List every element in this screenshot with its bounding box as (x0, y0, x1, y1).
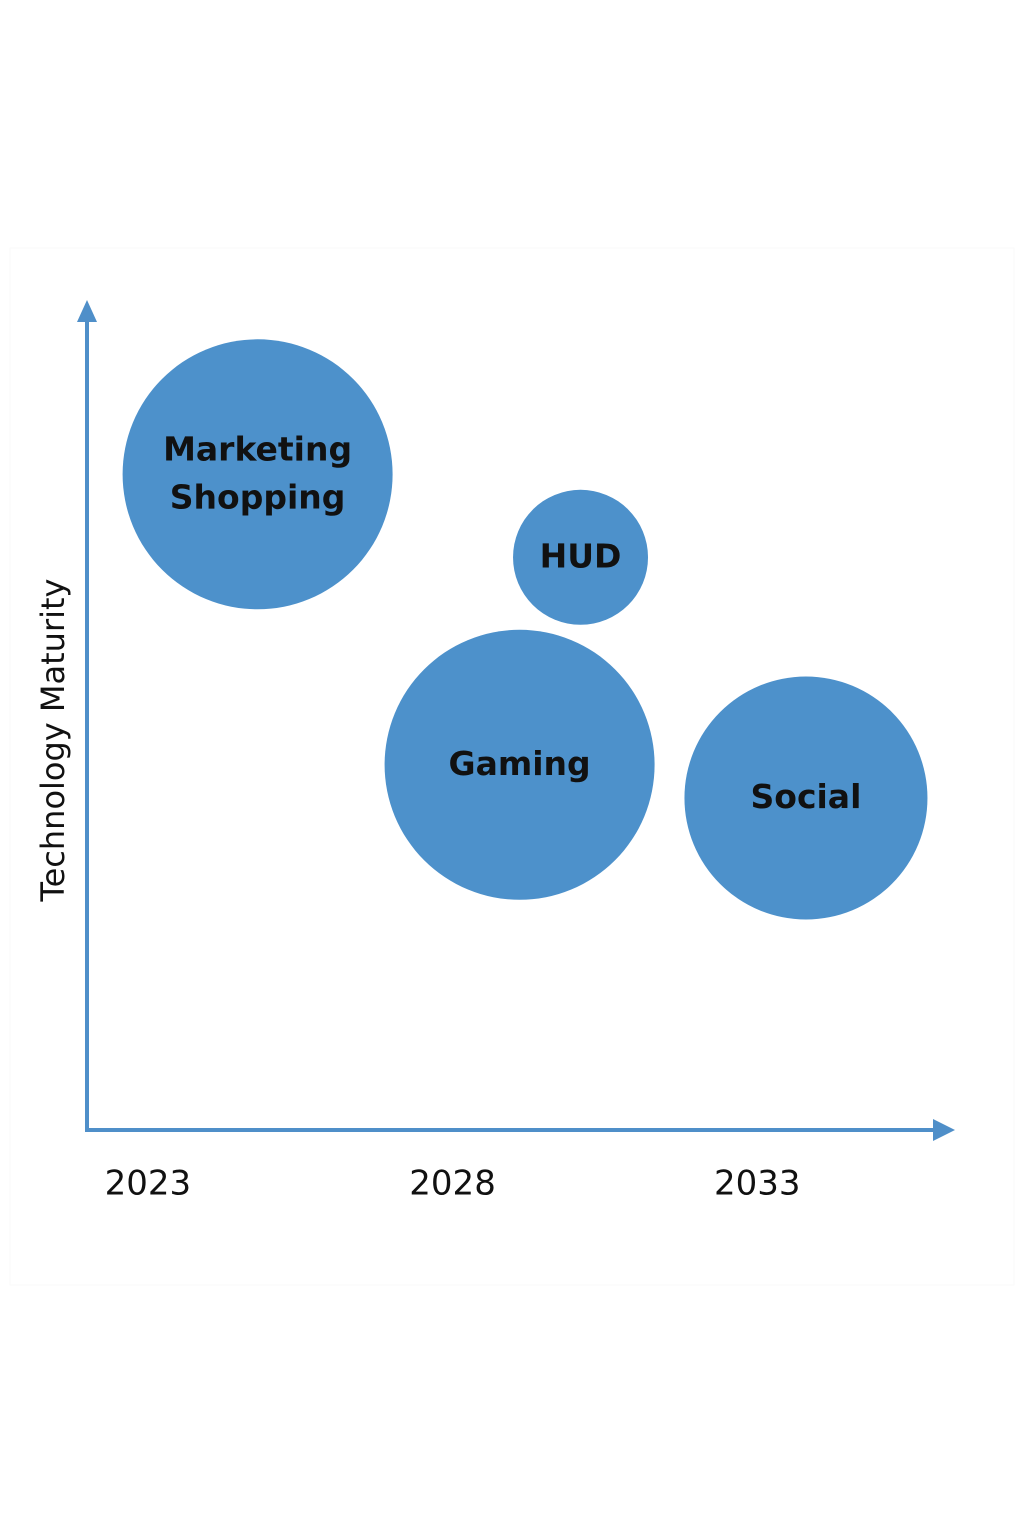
x-tick-label: 2033 (714, 1164, 801, 1204)
bubble-label-line: HUD (540, 536, 622, 575)
bubble (122, 339, 393, 610)
bubble-label: Marketing Shopping (163, 429, 352, 516)
bubble-label: Social (751, 777, 862, 816)
bubble-label-line: Social (751, 777, 862, 816)
bubble (513, 489, 649, 625)
bubble-label-line: Marketing (163, 429, 352, 468)
bubble-label-line: Gaming (449, 743, 591, 782)
bubble-label-line: Shopping (170, 477, 346, 516)
x-axis-arrow (933, 1119, 955, 1141)
bubble (384, 629, 655, 900)
y-axis-label: Technology Maturity (34, 579, 72, 903)
bubble-label: Gaming (449, 743, 591, 782)
y-axis-arrow (77, 300, 97, 322)
x-tick-label: 2028 (409, 1164, 496, 1204)
bubble (684, 676, 928, 920)
x-tick-label: 2023 (105, 1164, 192, 1204)
bubble-label: HUD (540, 536, 622, 575)
